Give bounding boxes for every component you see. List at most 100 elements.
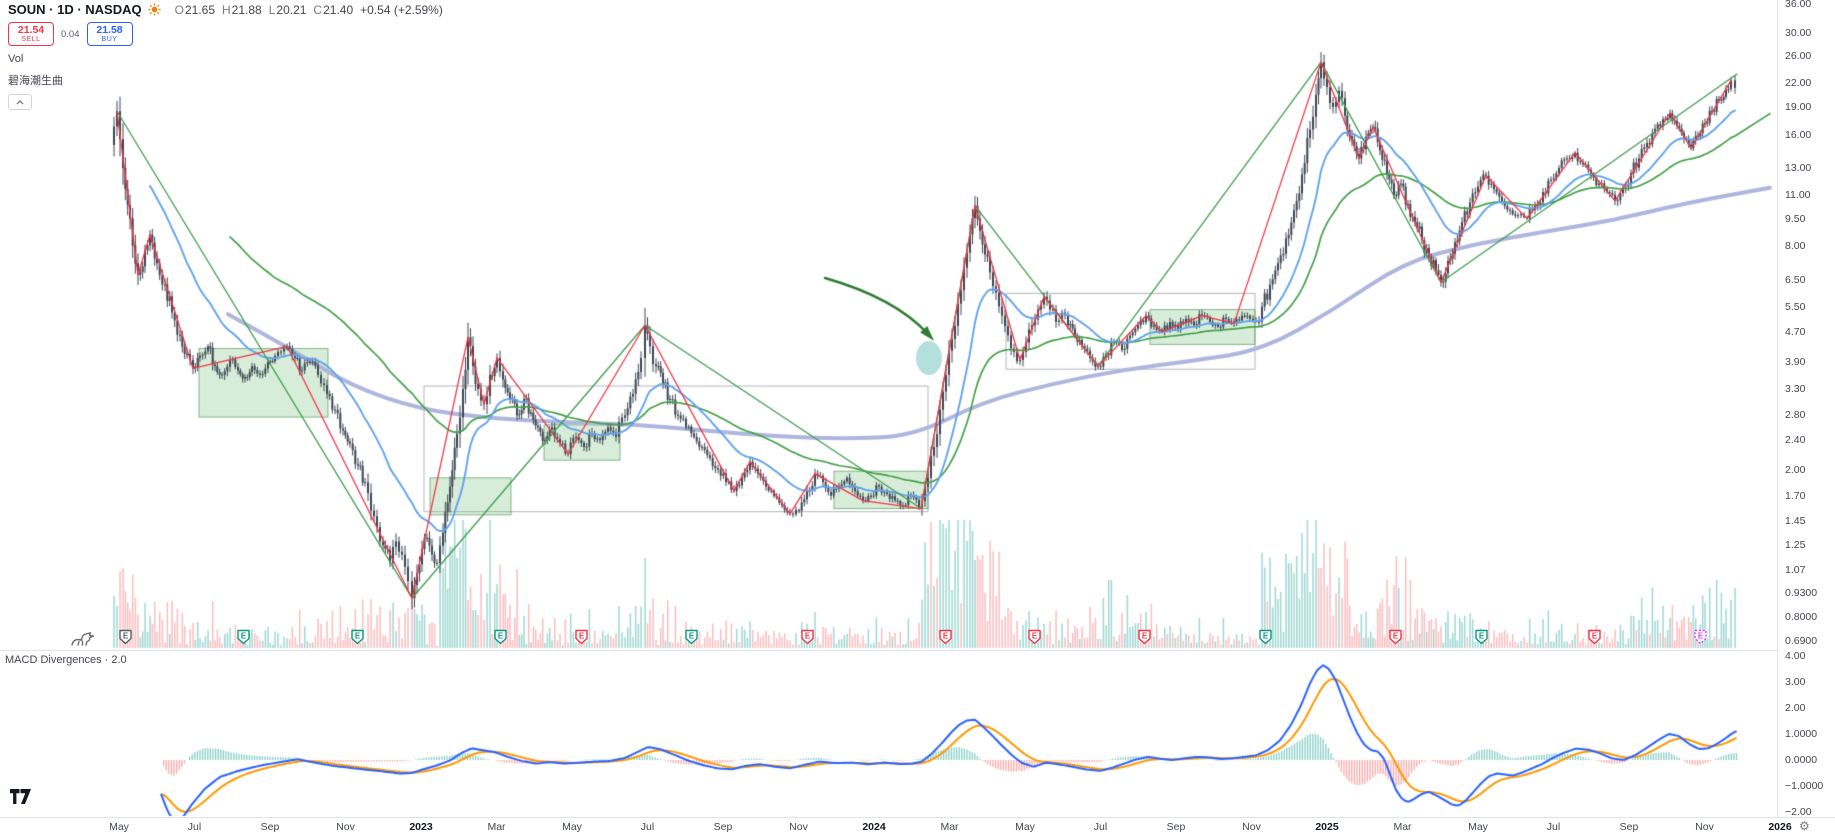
earnings-badge-icon[interactable]: E [236, 629, 251, 645]
price-tick-label: 1.45 [1785, 515, 1806, 528]
chart-legend: SOUN · 1D · NASDAQ O21.65 H21.88 L20.21 … [8, 2, 443, 110]
time-tick-label: Jul [1093, 821, 1108, 833]
earnings-badge-icon[interactable]: E [574, 629, 589, 645]
time-tick-label: Jul [1546, 821, 1561, 833]
time-tick-label: Nov [1242, 821, 1261, 833]
price-tick-label: 13.00 [1785, 162, 1812, 175]
tradingview-logo[interactable] [10, 789, 32, 804]
macd-tick-label: 0.0000 [1785, 754, 1818, 766]
panel-divider[interactable] [0, 650, 1777, 651]
sell-button[interactable]: 21.54 SELL [8, 22, 54, 46]
time-tick-label: Mar [1393, 821, 1412, 833]
time-tick-label: Nov [336, 821, 355, 833]
time-tick-label: Nov [1695, 821, 1714, 833]
macd-tick-label: 2.00 [1785, 702, 1806, 714]
time-axis[interactable]: May Jul Sep Nov 2023 Mar May Jul Sep Nov 2024 Mar Ma… [0, 817, 1835, 836]
macd-indicator-label[interactable]: MACD Divergences · 2.0 [5, 654, 127, 666]
volume-indicator-label: Vol [8, 53, 24, 65]
time-tick-label: Jul [640, 821, 655, 833]
price-tick-label: 22.00 [1785, 77, 1812, 90]
collapse-legend-button[interactable] [8, 94, 32, 110]
gear-icon[interactable]: ⚙ [1799, 819, 1810, 833]
price-tick-label: 6.50 [1785, 273, 1806, 286]
price-axis[interactable]: 36.00 30.00 26.00 22.00 19.00 16.00 13.00 11.00… [1777, 0, 1835, 818]
svg-text:E: E [498, 632, 504, 641]
chevron-up-icon [16, 99, 24, 104]
time-tick-label: Mar [487, 821, 506, 833]
change-value: +0.54 (+2.59%) [360, 2, 443, 17]
price-tick-label: 26.00 [1785, 50, 1812, 63]
earnings-badge-icon[interactable]: E [938, 629, 953, 645]
time-tick-label: 2023 [409, 821, 433, 833]
macd-tick-label: −1.0000 [1785, 780, 1824, 792]
svg-text:E: E [579, 632, 585, 641]
price-tick-label: 11.00 [1785, 188, 1811, 201]
time-tick-label: Jul [187, 821, 202, 833]
market-status-sun-icon [148, 3, 161, 16]
open-value: 21.65 [184, 2, 215, 17]
time-tick-label: May [1468, 821, 1488, 833]
time-tick-label: Sep [260, 821, 280, 833]
buy-button[interactable]: 21.58 BUY [86, 22, 133, 46]
price-tick-label: 19.00 [1785, 100, 1812, 113]
price-tick-label: 2.40 [1785, 434, 1806, 447]
spread-value: 0.04 [61, 28, 80, 40]
svg-text:E: E [241, 632, 247, 641]
svg-text:E: E [123, 632, 129, 641]
price-tick-label: 0.8000 [1785, 611, 1818, 624]
price-tick-label: 0.9300 [1785, 586, 1818, 599]
price-tick-label: 36.00 [1785, 0, 1812, 10]
svg-text:E: E [1698, 632, 1704, 641]
svg-text:E: E [1592, 632, 1598, 641]
price-tick-label: 0.6900 [1785, 635, 1818, 647]
time-tick-label: Sep [1619, 821, 1639, 833]
low-value: 20.21 [276, 2, 307, 17]
time-tick-label: May [109, 821, 129, 833]
time-tick-label: 2024 [862, 821, 886, 833]
time-tick-label: Sep [1166, 821, 1186, 833]
time-tick-label: Mar [940, 821, 959, 833]
time-tick-label: Nov [789, 821, 808, 833]
earnings-badge-icon[interactable]: E [1693, 629, 1708, 645]
macd-tick-label: 3.00 [1785, 676, 1806, 688]
earnings-badge-icon[interactable]: E [684, 629, 699, 645]
earnings-badge-icon[interactable]: E [800, 629, 815, 645]
svg-text:E: E [355, 632, 361, 641]
dinosaur-icon [71, 632, 95, 646]
high-value: 21.88 [231, 2, 262, 17]
price-tick-label: 9.50 [1785, 212, 1806, 225]
svg-text:E: E [1479, 632, 1485, 641]
time-tick-label: May [1015, 821, 1035, 833]
svg-text:E: E [1032, 632, 1038, 641]
price-tick-label: 5.50 [1785, 300, 1806, 313]
earnings-badge-icon[interactable]: E [1388, 629, 1403, 645]
svg-text:E: E [1263, 632, 1269, 641]
earnings-badge-icon[interactable]: E [350, 629, 365, 645]
price-tick-label: 4.70 [1785, 325, 1806, 338]
earnings-badge-icon[interactable]: E [493, 629, 508, 645]
earnings-badge-icon[interactable]: E [1587, 629, 1602, 645]
custom-indicator-label[interactable]: 碧海潮生曲 [8, 75, 63, 87]
time-tick-label: 2026 [1768, 821, 1792, 833]
price-tick-label: 2.80 [1785, 409, 1806, 422]
macd-tick-label: 1.0000 [1785, 728, 1818, 740]
price-tick-label: 1.70 [1785, 489, 1806, 502]
svg-text:E: E [689, 632, 695, 641]
earnings-badge-icon[interactable]: E [1258, 629, 1273, 645]
time-tick-label: May [562, 821, 582, 833]
earnings-badge-icon[interactable]: E [118, 629, 133, 645]
earnings-badge-icon[interactable]: E [1474, 629, 1489, 645]
earnings-badge-icon[interactable]: E [1137, 629, 1152, 645]
price-tick-label: 3.30 [1785, 382, 1806, 395]
close-value: 21.40 [323, 2, 354, 17]
price-tick-label: 1.07 [1785, 564, 1806, 577]
symbol-title[interactable]: SOUN · 1D · NASDAQ [8, 2, 142, 17]
price-tick-label: 2.00 [1785, 463, 1806, 476]
time-tick-label: Sep [713, 821, 733, 833]
svg-text:E: E [943, 632, 949, 641]
svg-text:E: E [805, 632, 811, 641]
earnings-badge-icon[interactable]: E [1027, 629, 1042, 645]
price-tick-label: 16.00 [1785, 128, 1812, 141]
